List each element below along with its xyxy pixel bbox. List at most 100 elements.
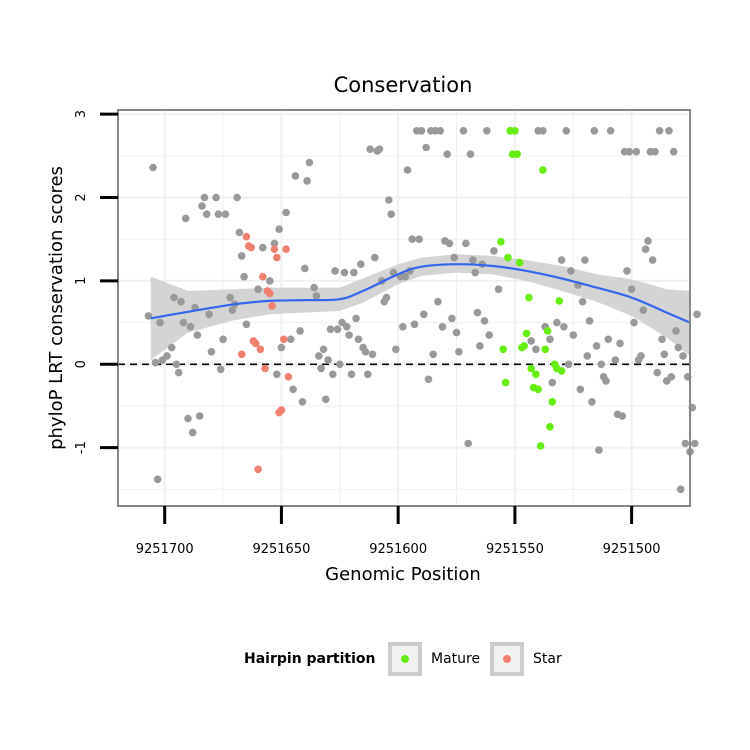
data-point-other [366,145,374,153]
data-point-other [693,310,701,319]
data-point-other [361,348,370,356]
data-point-other [625,147,634,156]
data-point-other [415,235,424,243]
data-point-other [672,327,680,335]
data-point-other [408,235,417,243]
data-point-other [597,360,606,369]
data-point-other [618,412,627,420]
data-point-other [567,267,575,275]
data-point-star [284,373,293,381]
data-point-other [350,268,358,277]
data-point-other [494,285,503,294]
data-point-other [595,446,603,454]
data-point-other [242,320,251,329]
data-point-other [448,314,456,323]
series-mature [497,127,566,450]
data-point-other [539,127,547,135]
data-point-star [242,232,251,241]
data-point-other [289,385,297,394]
data-point-other [240,272,248,281]
data-point-other [371,253,379,262]
data-point-star [259,272,267,281]
data-point-other [630,318,638,327]
data-point-other [452,328,461,337]
data-point-other [177,297,185,306]
data-point-other [674,343,683,352]
data-point-other [480,317,489,325]
data-point-other [200,193,209,202]
data-point-other [483,127,491,135]
data-point-other [301,264,309,273]
data-point-other [226,293,234,302]
data-point-other [590,127,599,135]
data-point-other [357,260,365,269]
data-point-other [602,377,610,385]
data-point-other [653,368,662,377]
data-point-other [553,318,561,327]
data-point-other [329,370,337,379]
data-point-other [462,239,470,248]
data-point-other [420,310,428,319]
data-point-star [273,253,281,262]
series-star [237,232,293,474]
data-point-other [648,256,657,264]
data-point-other [254,285,262,294]
data-point-other [658,335,666,344]
data-point-other [287,335,295,344]
data-point-other [562,127,571,135]
data-point-mature [555,297,564,305]
data-point-other [578,297,587,306]
data-point-other [205,310,213,319]
data-point-other [219,335,227,344]
data-point-mature [557,367,566,375]
data-point-mature [548,398,557,406]
data-point-other [275,225,283,233]
data-point-other [632,147,641,156]
x-tick-label: 9251650 [252,542,310,557]
legend-label-mature: Mature [431,651,480,667]
data-point-other [392,345,400,354]
data-point-other [546,335,554,344]
data-point-other [676,485,685,494]
data-point-other [315,352,323,360]
data-point-star [277,406,286,414]
data-point-other [665,127,673,135]
data-point-other [382,293,391,302]
data-point-other [317,364,325,373]
data-point-mature [527,364,535,373]
data-point-other [604,335,613,344]
data-point-other [476,342,484,350]
data-point-star [280,335,288,344]
data-point-other [569,331,578,339]
data-point-other [291,172,300,180]
data-point-other [149,163,157,172]
data-point-other [399,323,407,331]
data-point-other [436,127,445,135]
data-point-mature [539,166,547,174]
data-point-other [651,147,659,156]
data-point-other [354,335,363,344]
data-point-star [251,339,260,348]
data-point-other [443,150,452,158]
data-point-other [312,292,321,300]
data-point-mature [513,150,521,158]
data-point-mature [534,385,542,394]
y-tick-label: 1 [74,277,89,285]
data-point-other [585,317,594,325]
x-tick-label: 9251600 [369,542,427,557]
y-tick-label: -1 [74,441,89,454]
data-point-other [581,256,589,264]
data-point-other [282,208,290,217]
data-point-other [576,385,585,394]
data-points [144,127,701,494]
chart-title: Conservation [334,73,473,97]
data-point-other [156,318,164,327]
data-point-other [151,358,160,367]
data-point-other [277,343,286,352]
data-point-other [660,350,669,359]
data-point-star [256,345,265,354]
data-point-star [237,350,246,359]
y-tick-label: 3 [74,110,89,118]
data-point-other [181,214,190,223]
